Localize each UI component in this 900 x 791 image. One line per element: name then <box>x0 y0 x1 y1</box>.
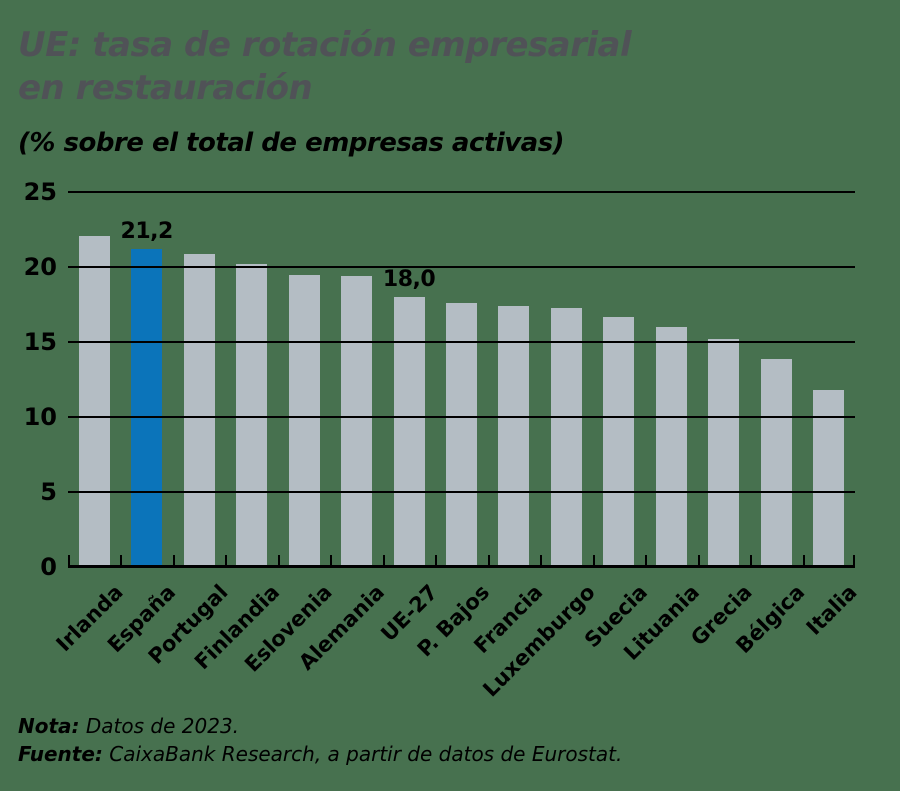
plot-area: 21,2 18,0 <box>68 191 855 568</box>
x-tick <box>593 555 595 565</box>
bar <box>236 264 268 567</box>
x-tick <box>698 555 700 565</box>
bar <box>603 316 635 567</box>
note-line: Nota: Datos de 2023. <box>18 712 622 740</box>
x-tick <box>68 555 70 565</box>
x-tick <box>225 555 227 565</box>
bar-highlighted <box>131 249 163 567</box>
x-tick <box>330 555 332 565</box>
chart-footer: Nota: Datos de 2023. Fuente: CaixaBank R… <box>18 712 622 768</box>
gridline-20 <box>68 266 855 268</box>
gridline-25 <box>68 191 855 193</box>
bar <box>498 306 530 567</box>
chart-title-line-1: UE: tasa de rotación empresarial <box>18 25 632 65</box>
bar <box>655 327 687 567</box>
x-tick <box>540 555 542 565</box>
note-label: Nota: <box>18 714 80 738</box>
x-tick <box>120 555 122 565</box>
y-tick-label: 5 <box>40 478 57 506</box>
x-tick <box>435 555 437 565</box>
bar <box>446 303 477 567</box>
bar-value-label: 21,2 <box>120 219 174 244</box>
y-tick-label: 10 <box>23 403 57 431</box>
bar <box>760 358 792 567</box>
chart-title: UE: tasa de rotación empresarial en resta… <box>18 24 632 110</box>
chart-subtitle: (% sobre el total de empresas activas) <box>18 128 565 158</box>
bar-chart: 0 5 10 15 20 25 21,2 18,0 Irlanda España Portuga… <box>23 178 862 701</box>
bar <box>288 274 320 567</box>
x-tick <box>803 555 805 565</box>
bar-value-label: 18,0 <box>382 267 436 292</box>
gridline-15 <box>68 341 855 343</box>
source-text: CaixaBank Research, a partir de datos de… <box>102 742 623 766</box>
bar <box>813 390 845 567</box>
x-axis-labels: Irlanda España Portugal Finlandia Eslovenia A… <box>51 580 862 730</box>
y-tick-label: 0 <box>40 553 57 581</box>
source-line: Fuente: CaixaBank Research, a partir de … <box>18 740 622 768</box>
gridline-5 <box>68 491 855 493</box>
bar <box>78 235 110 567</box>
note-text: Datos de 2023. <box>79 714 240 738</box>
y-tick-label: 25 <box>23 178 57 206</box>
x-category-label-text: Italia <box>801 580 862 640</box>
x-axis-line <box>68 565 855 568</box>
x-tick <box>645 555 647 565</box>
x-tick <box>383 555 385 565</box>
x-tick <box>173 555 175 565</box>
y-tick-label: 15 <box>23 328 57 356</box>
bar <box>183 253 215 567</box>
x-tick <box>488 555 490 565</box>
chart-title-line-2: en restauración <box>18 68 313 108</box>
y-tick-label: 20 <box>23 253 57 281</box>
bar <box>393 297 425 567</box>
source-label: Fuente: <box>18 742 103 766</box>
x-tick <box>278 555 280 565</box>
x-tick <box>853 555 855 565</box>
bar <box>708 339 740 567</box>
bar <box>550 307 582 567</box>
gridline-10 <box>68 416 855 418</box>
x-tick <box>750 555 752 565</box>
bar <box>341 276 373 567</box>
